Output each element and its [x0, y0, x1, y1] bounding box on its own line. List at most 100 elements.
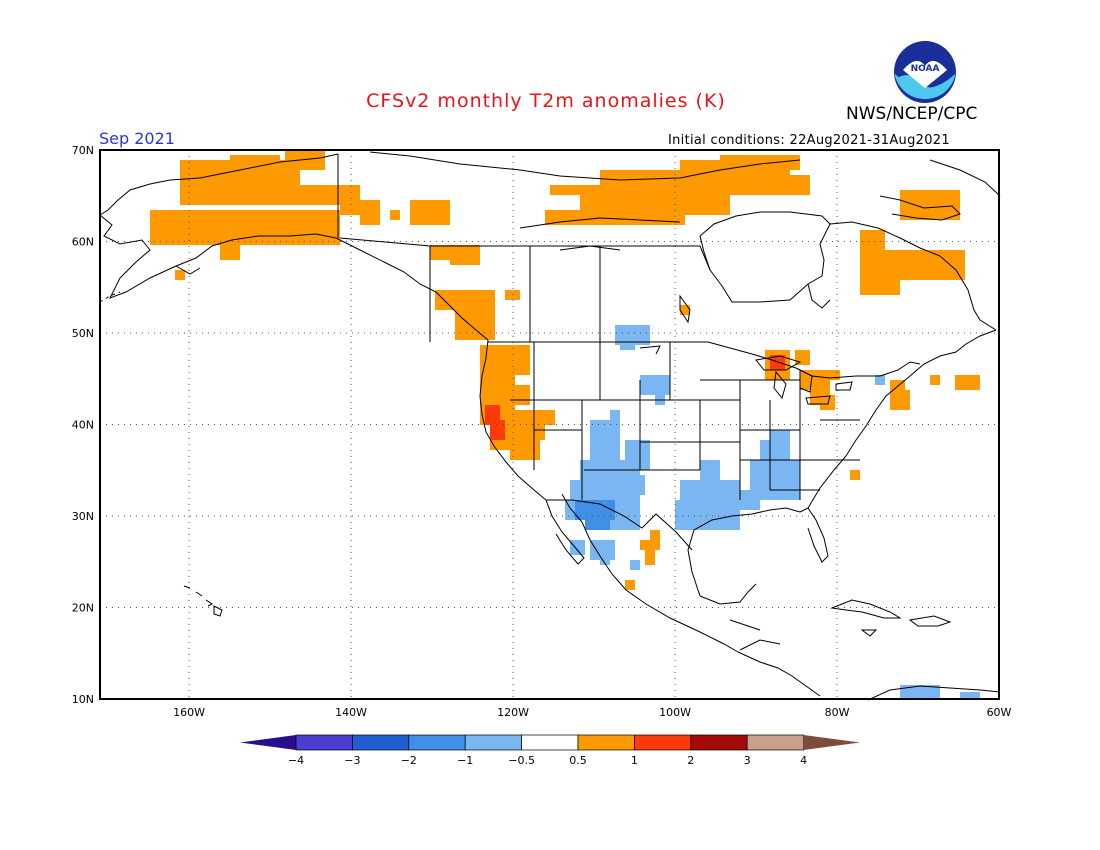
colorbar-segment — [295, 734, 353, 751]
anomaly-cell — [625, 580, 635, 590]
anomaly-cell — [490, 420, 505, 440]
anomaly-cell — [650, 530, 660, 550]
anomaly-cell — [630, 560, 640, 570]
anomaly-cell — [820, 395, 835, 410]
anomaly-cell — [860, 230, 885, 250]
colorbar-label: −0.5 — [508, 754, 535, 767]
chart-title: CFSv2 monthly T2m anomalies (K) — [366, 90, 726, 112]
anomaly-cell — [600, 555, 610, 565]
logo-text: NOAA — [911, 64, 940, 74]
anomaly-cell — [360, 200, 380, 225]
political-borders — [337, 154, 921, 651]
anomaly-cell — [460, 330, 475, 340]
anomaly-cell — [450, 255, 480, 265]
anomaly-cell — [625, 440, 650, 470]
anomaly-cell — [620, 340, 635, 350]
anomaly-cell — [660, 205, 680, 215]
anomaly-cell — [795, 350, 810, 365]
lat-tick-label: 40N — [72, 419, 94, 432]
coastlines — [99, 151, 1001, 701]
anomaly-cell — [510, 440, 540, 460]
lon-tick-label: 80W — [825, 706, 850, 719]
axis-ticks: 160W 140W 120W 100W 80W 60W 10N 20N 30N 40N 50N 60N… — [72, 144, 1012, 719]
lon-tick-label: 140W — [335, 706, 367, 719]
anomaly-cell — [640, 375, 670, 395]
colorbar-label: −3 — [344, 754, 360, 767]
agency-label: NWS/NCEP/CPC — [846, 104, 978, 124]
anomaly-cell — [635, 475, 645, 495]
lon-tick-label: 160W — [173, 706, 205, 719]
lat-tick-label: 30N — [72, 510, 94, 523]
colorbar-label: −2 — [401, 754, 417, 767]
anomaly-cell — [340, 185, 360, 215]
lat-tick-label: 70N — [72, 144, 94, 157]
anomaly-cell — [770, 430, 790, 450]
anomaly-cell — [645, 550, 655, 565]
anomaly-cell — [875, 375, 885, 385]
anomaly-cell — [220, 245, 240, 260]
lon-tick-label: 100W — [659, 706, 691, 719]
anomaly-cell — [860, 275, 900, 295]
anomaly-cell — [580, 195, 730, 215]
colorbar-segment — [352, 734, 410, 751]
colorbar-segment — [464, 734, 522, 751]
colorbar-segment — [408, 734, 466, 751]
colorbar-label: −4 — [288, 754, 304, 767]
lon-tick-label: 120W — [497, 706, 529, 719]
anomaly-cell — [570, 540, 585, 555]
anomaly-cell — [900, 390, 910, 410]
anomaly-cell — [435, 290, 495, 310]
anomaly-cell — [675, 500, 725, 530]
anomaly-cell — [930, 375, 940, 385]
anomaly-cell — [230, 155, 280, 165]
anomaly-cell — [790, 175, 810, 195]
anomaly-cell — [850, 470, 860, 480]
anomaly-cell — [900, 190, 960, 220]
lat-tick-label: 20N — [72, 602, 94, 615]
anomaly-cell — [830, 370, 840, 380]
anomaly-cell — [410, 200, 450, 225]
anomaly-cell — [505, 290, 520, 300]
anomaly-cell — [585, 515, 610, 530]
colorbar-label: −1 — [457, 754, 473, 767]
anomaly-cell — [390, 210, 400, 220]
colorbar-label: 1 — [631, 754, 638, 767]
lat-tick-label: 60N — [72, 236, 94, 249]
colorbar-label: 3 — [744, 754, 751, 767]
valid-month: Sep 2021 — [99, 129, 175, 148]
anomaly-cell — [180, 185, 340, 205]
colorbar-segment — [746, 734, 804, 751]
colorbar-segment — [690, 734, 748, 751]
colorbar-label: 2 — [687, 754, 694, 767]
map-frame — [99, 149, 1000, 700]
lon-tick-label: 60W — [987, 706, 1012, 719]
colorbar-label: 4 — [800, 754, 807, 767]
noaa-logo: NOAA — [894, 41, 956, 103]
anomaly-cell — [680, 305, 690, 315]
anomaly-cell — [550, 185, 610, 195]
anomaly-cell — [740, 490, 760, 510]
anomaly-layer — [150, 150, 980, 699]
anomaly-cell — [175, 270, 185, 280]
lat-tick-label: 50N — [72, 327, 94, 340]
anomaly-cell — [720, 490, 740, 510]
anomaly-cell — [770, 355, 785, 370]
colorbar-high-arrow — [803, 735, 860, 750]
anomaly-cell — [955, 375, 980, 390]
lakes — [639, 294, 853, 405]
anomaly-cell — [720, 155, 800, 170]
colorbar-segment — [521, 734, 579, 751]
anomaly-cell — [700, 460, 720, 490]
colorbar-label: 0.5 — [569, 754, 587, 767]
colorbar-segment — [577, 734, 635, 751]
colorbar: −4 −3 −2 −1 −0.5 0.5 1 2 3 4 — [240, 734, 860, 767]
initial-conditions: Initial conditions: 22Aug2021-31Aug2021 — [668, 133, 950, 148]
colorbar-segment — [634, 734, 692, 751]
lat-tick-label: 10N — [72, 693, 94, 706]
anomaly-cell — [960, 692, 980, 699]
colorbar-low-arrow — [240, 735, 296, 750]
anomaly-cell — [610, 410, 620, 420]
anomaly-cell — [170, 230, 240, 245]
anomaly-cell — [900, 685, 940, 699]
